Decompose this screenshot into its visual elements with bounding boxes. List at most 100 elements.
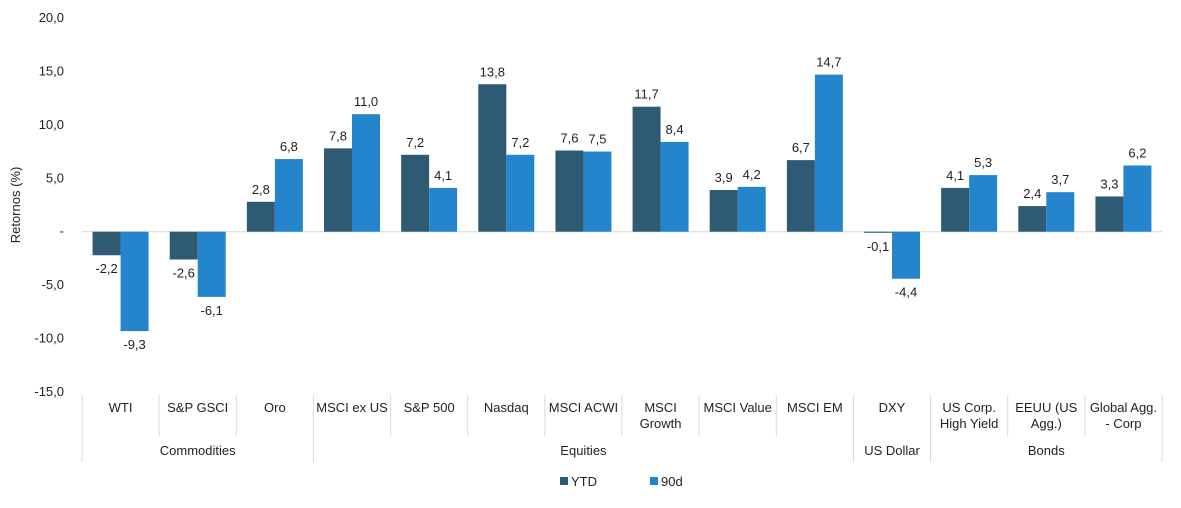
y-tick-label: 10,0	[39, 117, 64, 132]
category-label-line: WTI	[109, 400, 133, 415]
bar-ytd-6	[555, 150, 584, 232]
category-label: DXY	[879, 400, 906, 415]
category-label: MSCI EM	[787, 400, 843, 415]
category-label: Nasdaq	[484, 400, 529, 415]
category-label-line: S&P 500	[404, 400, 455, 415]
data-label-ytd-0: -2,2	[95, 261, 117, 276]
y-tick-label: -5,0	[42, 277, 64, 292]
category-label: MSCI ACWI	[549, 400, 618, 415]
bar-ytd-7	[632, 106, 661, 232]
category-label-line: US Corp.	[942, 400, 995, 415]
bar-90d-5	[506, 154, 535, 232]
data-label-90d-0: -9,3	[123, 337, 145, 352]
bar-ytd-0	[92, 231, 121, 256]
category-label: Global Agg. - Corp	[1090, 400, 1157, 431]
bar-90d-8	[737, 186, 766, 232]
data-labels-group: -2,2 -2,6 2,8 7,8 7,2 13,8 7,6 11,7 3,9 6,7 -0,1 4,…	[95, 55, 1146, 352]
bar-ytd-11	[941, 187, 970, 232]
category-label-line: - Corp	[1105, 416, 1141, 431]
category-label-line: EEUU (US	[1015, 400, 1077, 415]
category-label: EEUU (US Agg.)	[1015, 400, 1077, 431]
category-label-line: MSCI	[644, 400, 677, 415]
group-label: Commodities	[160, 443, 236, 458]
data-label-90d-3: 11,0	[354, 94, 378, 109]
bar-90d-7	[660, 141, 689, 232]
bar-90d-9	[814, 74, 843, 232]
category-label: WTI	[109, 400, 133, 415]
legend-label-ytd: YTD	[571, 474, 597, 489]
legend-label-90d: 90d	[661, 474, 683, 489]
bar-ytd-1	[169, 231, 198, 260]
y-tick-label: -	[60, 224, 64, 239]
data-label-90d-11: 5,3	[974, 155, 992, 170]
legend-swatch-ytd	[560, 477, 568, 485]
data-label-90d-9: 14,7	[816, 55, 841, 70]
category-label-line: Growth	[640, 416, 682, 431]
bar-ytd-4	[401, 154, 430, 232]
y-tick-labels: 20,0 15,0 10,0 5,0 - -5,0 -10,0 -15,0	[34, 10, 64, 399]
bar-ytd-8	[709, 190, 738, 232]
category-label-line: Nasdaq	[484, 400, 529, 415]
y-tick-label: 15,0	[39, 63, 64, 78]
data-label-ytd-4: 7,2	[406, 135, 424, 150]
bar-ytd-2	[246, 201, 275, 232]
bar-ytd-5	[478, 84, 507, 232]
category-label-line: MSCI EM	[787, 400, 843, 415]
category-label-line: MSCI ex US	[316, 400, 388, 415]
category-label: US Corp. High Yield	[940, 400, 999, 431]
data-label-90d-13: 6,2	[1128, 145, 1146, 160]
bar-90d-10	[892, 231, 920, 279]
y-tick-label: -15,0	[34, 384, 64, 399]
y-tick-label: 20,0	[39, 10, 64, 25]
category-label-line: Global Agg.	[1090, 400, 1157, 415]
bar-ytd-13	[1095, 196, 1124, 232]
data-label-ytd-5: 13,8	[480, 64, 505, 79]
bar-90d-0	[120, 231, 149, 332]
data-label-ytd-11: 4,1	[946, 168, 964, 183]
data-label-ytd-1: -2,6	[173, 265, 195, 280]
bar-ytd-3	[324, 148, 352, 232]
data-label-90d-7: 8,4	[666, 122, 684, 137]
bar-90d-13	[1123, 165, 1152, 232]
category-label: MSCI Growth	[640, 400, 682, 431]
bar-ytd-9	[786, 160, 815, 232]
group-label: US Dollar	[864, 443, 920, 458]
bar-90d-6	[583, 151, 612, 232]
category-label-line: MSCI Value	[704, 400, 772, 415]
data-label-90d-12: 3,7	[1051, 172, 1069, 187]
data-label-ytd-3: 7,8	[329, 128, 347, 143]
category-label: Oro	[264, 400, 286, 415]
data-label-ytd-8: 3,9	[715, 170, 733, 185]
y-tick-label: 5,0	[46, 170, 64, 185]
category-axis-group: WTI S&P GSCI Oro MSCI ex US S&P 500 Nasdaq MSC…	[81, 395, 1163, 462]
category-label-line: Agg.)	[1031, 416, 1062, 431]
category-label-line: High Yield	[940, 416, 999, 431]
category-label: S&P 500	[404, 400, 455, 415]
y-axis-title: Retornos (%)	[8, 167, 23, 244]
data-label-90d-8: 4,2	[743, 167, 761, 182]
data-label-90d-1: -6,1	[201, 303, 223, 318]
group-label: Bonds	[1028, 443, 1065, 458]
category-label-line: Oro	[264, 400, 286, 415]
data-label-ytd-7: 11,7	[634, 87, 658, 102]
bar-ytd-12	[1018, 206, 1047, 232]
category-label-line: MSCI ACWI	[549, 400, 618, 415]
y-tick-label: -10,0	[34, 331, 64, 346]
bar-90d-11	[969, 175, 998, 232]
category-label-line: DXY	[879, 400, 906, 415]
group-label: Equities	[560, 443, 607, 458]
data-label-ytd-2: 2,8	[252, 182, 270, 197]
category-label: MSCI Value	[704, 400, 772, 415]
data-label-90d-2: 6,8	[280, 139, 298, 154]
bar-ytd-10	[864, 231, 892, 233]
data-label-90d-6: 7,5	[588, 132, 606, 147]
bar-90d-1	[197, 231, 226, 297]
bar-90d-3	[352, 114, 380, 232]
data-label-ytd-6: 7,6	[560, 131, 578, 146]
legend-swatch-90d	[650, 477, 658, 485]
y-axis-title-group: Retornos (%)	[8, 167, 23, 244]
category-label-line: S&P GSCI	[167, 400, 228, 415]
legend-group: YTD 90d	[560, 474, 683, 489]
